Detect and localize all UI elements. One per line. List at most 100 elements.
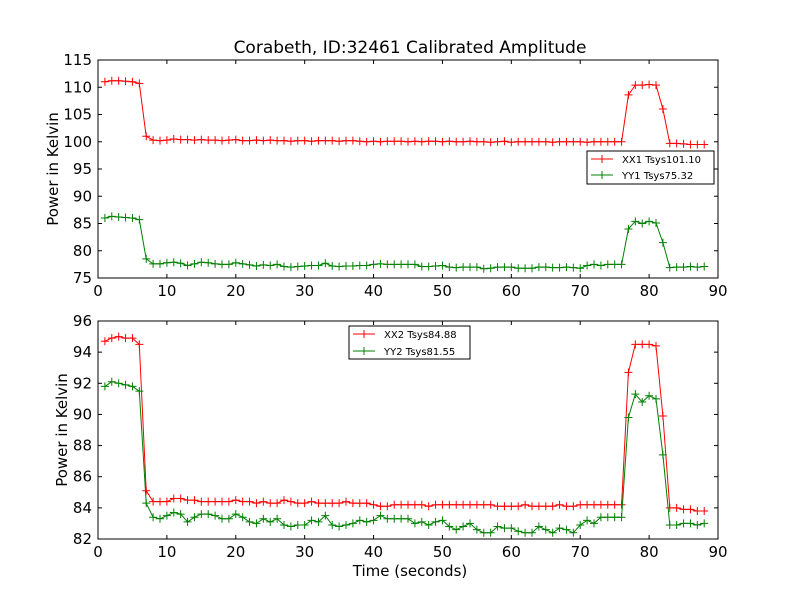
bottom-point-0-21 [245, 497, 254, 506]
bottom-point-0-50 [445, 500, 454, 509]
top-point-1-24 [266, 261, 275, 270]
top-point-1-68 [569, 263, 578, 272]
bottom-point-1-22 [252, 519, 261, 528]
top-point-1-14 [197, 258, 206, 267]
bottom-point-1-20 [238, 513, 247, 522]
top-point-1-49 [438, 261, 447, 270]
bottom-point-0-9 [162, 497, 171, 506]
top-point-1-65 [548, 263, 557, 272]
top-point-0-69 [576, 137, 585, 146]
top-point-0-78 [638, 81, 647, 90]
bottom-point-0-80 [652, 341, 660, 350]
top-point-0-76 [624, 90, 633, 99]
top-point-1-51 [452, 263, 461, 272]
bottom-point-0-1 [107, 334, 116, 343]
top-point-1-38 [362, 261, 371, 270]
top-point-1-6 [142, 254, 151, 263]
top-point-1-69 [576, 264, 585, 273]
top-x-tick-label: 90 [708, 282, 727, 300]
top-point-1-25 [273, 260, 282, 269]
top-legend-box [586, 150, 715, 185]
top-legend: XX1 Tsys101.10 YY1 Tsys75.32 [586, 150, 715, 185]
top-y-axis-label: Power in Kelvin [44, 112, 62, 226]
bottom-point-1-2 [114, 379, 123, 388]
bottom-point-1-16 [211, 511, 220, 520]
bottom-point-0-63 [534, 502, 543, 511]
bottom-point-1-59 [507, 524, 516, 533]
top-point-0-71 [590, 137, 598, 146]
bottom-point-0-78 [638, 340, 647, 349]
bottom-y-tick-label: 96 [73, 312, 92, 330]
bottom-point-1-79 [645, 391, 654, 400]
bottom-point-0-83 [672, 503, 681, 512]
top-point-1-7 [149, 259, 158, 268]
bottom-x-tick-label: 90 [708, 543, 727, 561]
bottom-point-0-44 [404, 500, 412, 509]
bottom-point-0-16 [211, 497, 220, 506]
bottom-point-0-8 [156, 497, 164, 506]
bottom-tick-layer: 0 10 20 30 40 50 60 70 80 90 82 84 86 88 90 92 94 96 [73, 312, 728, 561]
bottom-y-tick-label: 86 [73, 468, 92, 486]
top-point-0-2 [114, 76, 123, 85]
bottom-point-1-1 [107, 377, 116, 386]
bottom-point-1-63 [534, 522, 543, 531]
bottom-point-1-74 [610, 513, 619, 522]
bottom-point-1-40 [376, 511, 385, 520]
bottom-point-0-53 [466, 500, 474, 509]
top-point-0-3 [121, 77, 130, 86]
bottom-point-1-19 [231, 510, 240, 519]
top-point-1-28 [293, 262, 302, 271]
bottom-point-1-55 [479, 528, 488, 537]
top-point-0-65 [548, 138, 557, 147]
bottom-x-tick-label: 80 [640, 543, 659, 561]
bottom-point-1-58 [500, 524, 509, 533]
bottom-point-0-49 [438, 500, 447, 509]
top-point-1-36 [348, 262, 357, 271]
top-point-0-82 [665, 139, 674, 148]
bottom-point-0-52 [459, 500, 468, 509]
bottom-point-0-34 [335, 499, 344, 508]
bottom-point-1-84 [679, 519, 688, 528]
bottom-point-1-25 [273, 514, 282, 523]
top-point-1-1 [107, 212, 116, 221]
bottom-point-1-61 [521, 528, 530, 537]
bottom-point-1-72 [596, 513, 605, 522]
top-point-0-4 [128, 77, 137, 86]
top-y-tick-label: 115 [63, 51, 92, 69]
top-point-0-0 [100, 77, 109, 86]
top-point-0-87 [700, 140, 709, 149]
top-point-1-53 [466, 263, 474, 272]
bottom-point-0-29 [300, 499, 309, 508]
top-point-1-87 [700, 262, 709, 271]
bottom-point-1-38 [362, 517, 371, 526]
top-point-0-21 [245, 136, 254, 145]
bottom-point-0-20 [238, 497, 247, 506]
top-point-0-29 [300, 136, 309, 145]
bottom-point-0-27 [286, 497, 295, 506]
bottom-x-tick-label: 30 [295, 543, 314, 561]
top-point-1-44 [404, 260, 412, 269]
top-point-1-78 [638, 219, 647, 228]
bottom-point-1-24 [266, 517, 275, 526]
bottom-point-0-43 [397, 500, 406, 509]
top-point-1-59 [507, 263, 516, 272]
bottom-point-1-81 [658, 450, 667, 459]
bottom-x-tick-label: 0 [93, 543, 103, 561]
bottom-point-0-15 [204, 497, 213, 506]
bottom-point-1-57 [493, 522, 502, 531]
top-point-0-60 [514, 137, 523, 146]
top-point-1-20 [238, 259, 247, 268]
top-point-1-48 [431, 262, 440, 271]
bottom-x-tick-label: 60 [502, 543, 521, 561]
top-point-1-26 [280, 262, 288, 271]
top-point-0-28 [293, 136, 302, 145]
bottom-point-1-73 [603, 513, 612, 522]
top-point-0-57 [493, 137, 502, 146]
top-point-1-54 [472, 263, 481, 272]
top-point-1-46 [417, 262, 426, 271]
bottom-point-0-67 [562, 502, 571, 511]
bottom-point-1-36 [348, 519, 357, 528]
top-point-1-75 [617, 260, 626, 269]
top-point-1-22 [252, 262, 261, 271]
